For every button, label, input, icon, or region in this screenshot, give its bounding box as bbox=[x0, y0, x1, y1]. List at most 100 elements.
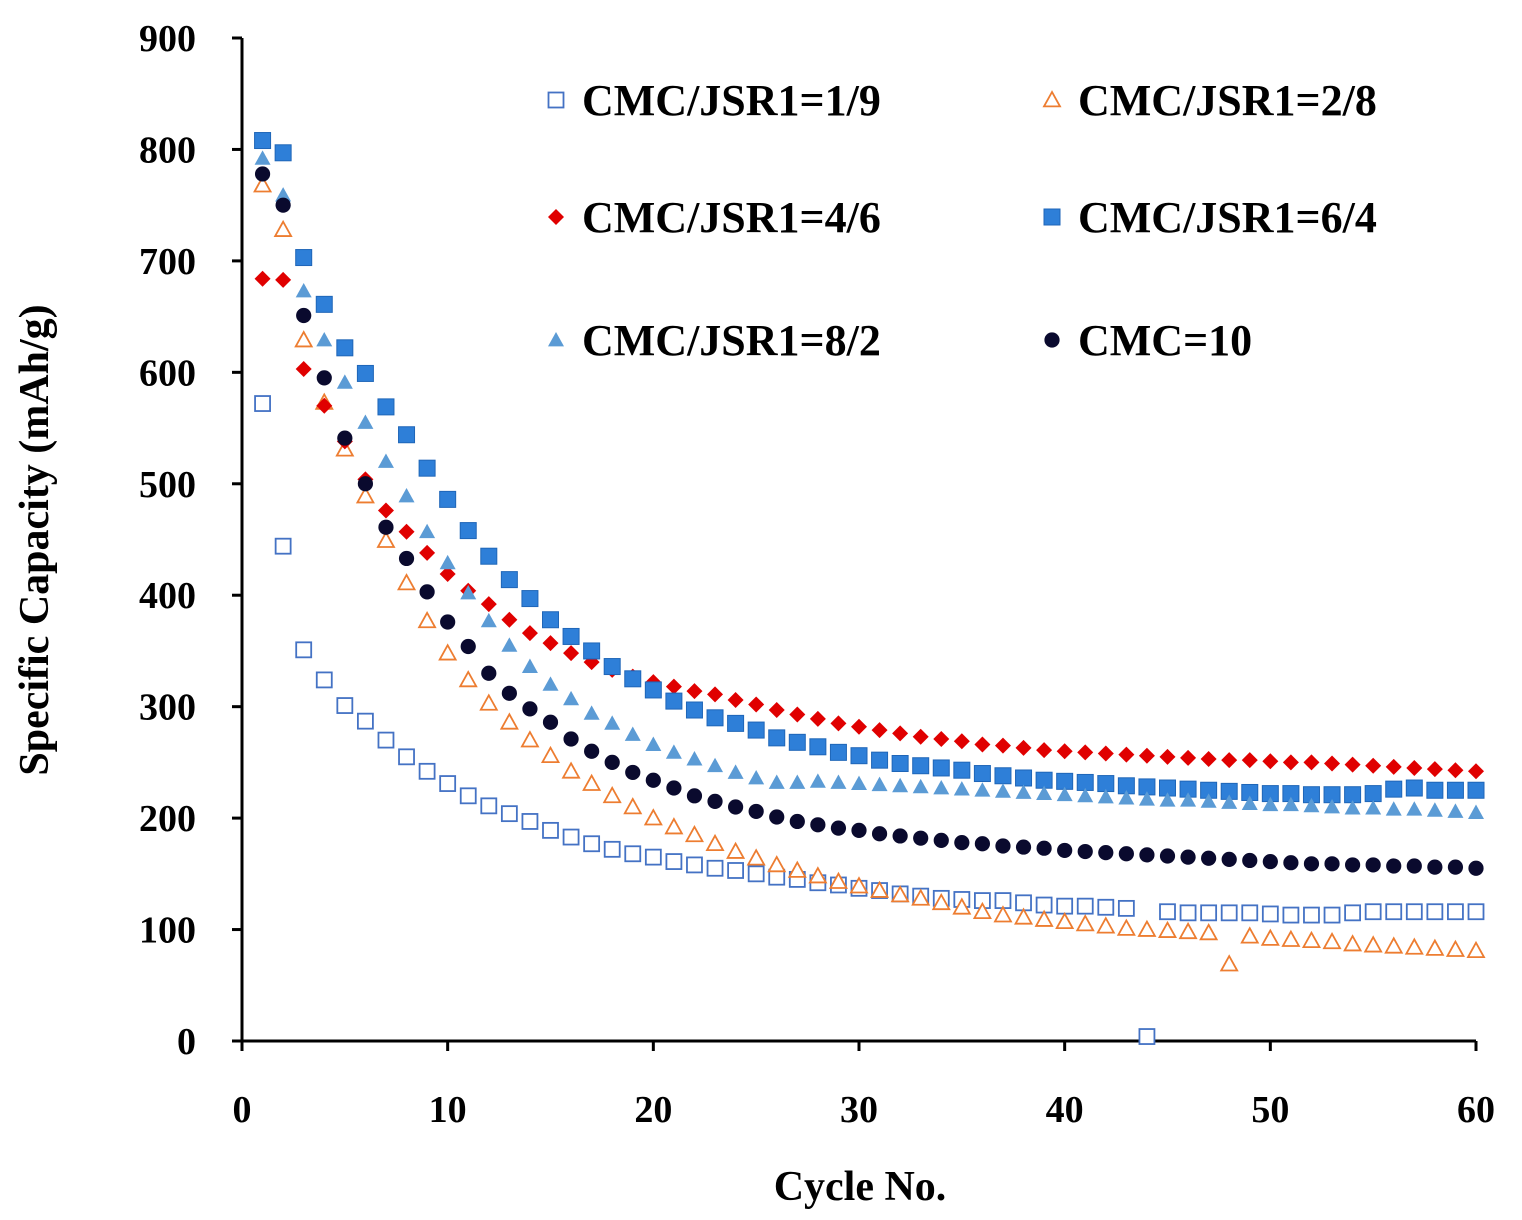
data-point bbox=[974, 836, 991, 852]
data-point bbox=[376, 530, 396, 548]
data-point bbox=[665, 692, 683, 710]
data-point bbox=[1281, 929, 1301, 947]
data-point bbox=[1241, 752, 1258, 769]
data-point bbox=[582, 773, 602, 791]
data-point bbox=[1015, 769, 1033, 787]
data-point bbox=[254, 132, 272, 150]
data-point bbox=[891, 755, 909, 773]
data-point bbox=[933, 780, 950, 795]
data-point bbox=[479, 693, 499, 711]
legend-label: CMC/JSR1=6/4 bbox=[1078, 193, 1377, 242]
data-point bbox=[603, 840, 621, 858]
data-point bbox=[912, 757, 930, 775]
data-point bbox=[931, 892, 951, 911]
data-point bbox=[1468, 763, 1484, 780]
data-point bbox=[1303, 856, 1320, 872]
data-point bbox=[254, 166, 271, 182]
data-point bbox=[1301, 930, 1321, 948]
y-tick-label: 0 bbox=[177, 1021, 196, 1063]
data-point bbox=[1221, 851, 1237, 867]
data-point bbox=[275, 187, 292, 202]
data-point bbox=[500, 571, 518, 589]
series-3 bbox=[254, 270, 1484, 780]
data-point bbox=[274, 537, 292, 555]
data-point bbox=[1467, 781, 1485, 799]
data-point bbox=[1200, 904, 1218, 922]
data-point bbox=[480, 612, 497, 628]
data-point bbox=[1364, 903, 1382, 921]
data-point bbox=[892, 777, 909, 793]
legend-item-1: CMC/JSR1=1/9 bbox=[547, 76, 881, 125]
series-5 bbox=[254, 150, 1484, 819]
data-point bbox=[1322, 931, 1342, 950]
data-point bbox=[1098, 845, 1114, 861]
data-point bbox=[542, 635, 559, 652]
data-point bbox=[1445, 939, 1465, 957]
data-point bbox=[1427, 859, 1443, 875]
data-point bbox=[1056, 743, 1073, 760]
y-tick-label: 700 bbox=[139, 241, 196, 283]
legend-item-5: CMC/JSR1=8/2 bbox=[548, 316, 881, 365]
data-point bbox=[1303, 754, 1320, 771]
data-point bbox=[808, 866, 828, 884]
legend-item-3: CMC/JSR1=4/6 bbox=[548, 193, 881, 242]
data-point bbox=[355, 486, 375, 504]
data-point bbox=[706, 709, 724, 727]
data-point bbox=[480, 547, 498, 565]
data-point bbox=[954, 835, 970, 851]
legend-marker bbox=[548, 332, 564, 347]
data-point bbox=[562, 627, 580, 645]
data-point bbox=[624, 726, 641, 741]
data-point bbox=[398, 523, 415, 540]
data-point bbox=[871, 776, 888, 792]
data-point bbox=[871, 826, 888, 842]
data-point bbox=[1283, 855, 1299, 871]
legend-marker bbox=[547, 91, 565, 109]
data-point bbox=[1468, 860, 1484, 876]
data-point bbox=[583, 642, 601, 660]
data-point bbox=[726, 841, 746, 859]
data-point bbox=[768, 702, 785, 719]
data-point bbox=[561, 761, 581, 779]
data-point bbox=[439, 775, 457, 792]
data-point bbox=[542, 676, 559, 691]
data-point bbox=[810, 817, 826, 833]
data-point bbox=[357, 414, 374, 429]
legend: CMC/JSR1=1/9 CMC/JSR1=2/8 CMC/JSR1=4/6 CMC/… bbox=[547, 76, 1377, 365]
data-point bbox=[583, 835, 601, 853]
data-point bbox=[1056, 786, 1073, 802]
data-point bbox=[1097, 898, 1115, 916]
data-point bbox=[932, 759, 950, 777]
data-point bbox=[1345, 857, 1361, 873]
data-point bbox=[1015, 739, 1032, 756]
data-point bbox=[685, 701, 703, 719]
data-point bbox=[521, 625, 538, 642]
y-tick-label: 500 bbox=[139, 464, 196, 506]
data-point bbox=[974, 782, 991, 797]
data-point bbox=[788, 733, 806, 751]
data-point bbox=[666, 780, 682, 796]
y-tick-label: 200 bbox=[139, 798, 196, 840]
legend-label: CMC/JSR1=2/8 bbox=[1078, 76, 1377, 125]
data-point bbox=[398, 550, 415, 567]
y-tick-label: 300 bbox=[139, 687, 196, 729]
data-point bbox=[1365, 800, 1382, 815]
data-point bbox=[1241, 795, 1258, 811]
data-point bbox=[460, 584, 477, 600]
data-point bbox=[1159, 848, 1176, 864]
data-point bbox=[563, 645, 580, 662]
data-point bbox=[664, 817, 684, 835]
data-point bbox=[458, 670, 478, 688]
data-point bbox=[604, 754, 620, 770]
data-point bbox=[1467, 903, 1485, 921]
data-point bbox=[974, 736, 991, 753]
data-point bbox=[356, 712, 374, 730]
y-tick-label: 900 bbox=[139, 18, 196, 60]
data-point bbox=[1137, 919, 1157, 937]
data-point bbox=[563, 690, 580, 706]
data-point bbox=[973, 765, 991, 783]
data-point bbox=[1241, 904, 1259, 922]
data-point bbox=[1138, 1028, 1156, 1045]
data-point bbox=[1323, 906, 1341, 924]
data-point bbox=[1199, 923, 1219, 941]
